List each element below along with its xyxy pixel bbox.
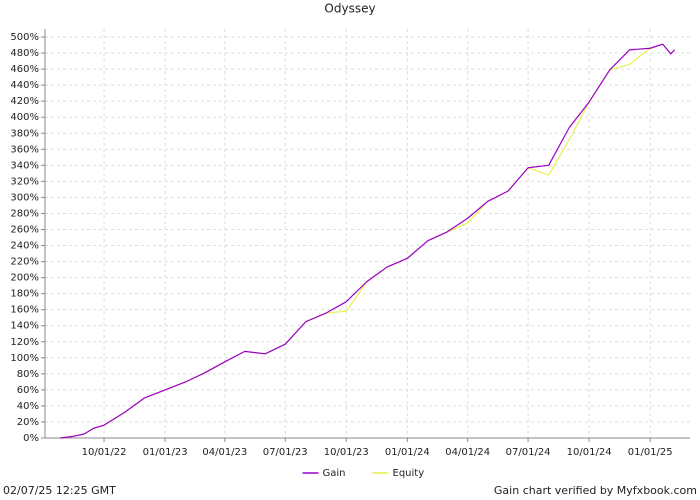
y-tick-label: 280% bbox=[10, 208, 39, 219]
y-tick-label: 500% bbox=[10, 32, 39, 43]
y-tick-label: 20% bbox=[17, 417, 39, 428]
y-tick-label: 60% bbox=[17, 385, 39, 396]
credit: Gain chart verified by Myfxbook.com bbox=[494, 484, 697, 497]
series-line bbox=[60, 43, 676, 439]
y-tick-label: 240% bbox=[10, 241, 39, 252]
y-tick-label: 160% bbox=[10, 305, 39, 316]
x-tick-label: 04/01/24 bbox=[445, 447, 490, 458]
y-tick-label: 320% bbox=[10, 176, 39, 187]
y-tick-label: 80% bbox=[17, 369, 39, 380]
x-tick-label: 07/01/24 bbox=[506, 447, 551, 458]
series-line bbox=[60, 43, 676, 439]
x-tick-label: 10/01/23 bbox=[324, 447, 369, 458]
x-tick-label: 01/01/24 bbox=[385, 447, 430, 458]
y-tick-label: 120% bbox=[10, 337, 39, 348]
y-tick-label: 460% bbox=[10, 64, 39, 75]
y-tick-label: 140% bbox=[10, 321, 39, 332]
x-tick-label: 07/01/23 bbox=[263, 447, 308, 458]
x-tick-label: 01/01/23 bbox=[143, 447, 188, 458]
legend-label: Gain bbox=[323, 468, 346, 479]
y-tick-label: 340% bbox=[10, 160, 39, 171]
y-tick-label: 40% bbox=[17, 401, 39, 412]
y-tick-label: 480% bbox=[10, 48, 39, 59]
y-tick-label: 260% bbox=[10, 224, 39, 235]
x-tick-label: 04/01/23 bbox=[202, 447, 247, 458]
y-tick-label: 100% bbox=[10, 353, 39, 364]
y-tick-label: 300% bbox=[10, 192, 39, 203]
legend-label: Equity bbox=[393, 468, 425, 479]
y-tick-label: 180% bbox=[10, 289, 39, 300]
y-tick-label: 360% bbox=[10, 144, 39, 155]
x-tick-label: 10/01/24 bbox=[567, 447, 612, 458]
timestamp: 02/07/25 12:25 GMT bbox=[3, 484, 116, 497]
y-tick-label: 200% bbox=[10, 273, 39, 284]
y-tick-label: 420% bbox=[10, 96, 39, 107]
x-tick-label: 10/01/22 bbox=[82, 447, 127, 458]
y-tick-label: 220% bbox=[10, 257, 39, 268]
y-tick-label: 380% bbox=[10, 128, 39, 139]
chart-title: Odyssey bbox=[324, 2, 375, 16]
y-tick-label: 400% bbox=[10, 112, 39, 123]
y-tick-label: 440% bbox=[10, 80, 39, 91]
x-tick-label: 01/01/25 bbox=[628, 447, 673, 458]
y-tick-label: 0% bbox=[23, 433, 39, 444]
